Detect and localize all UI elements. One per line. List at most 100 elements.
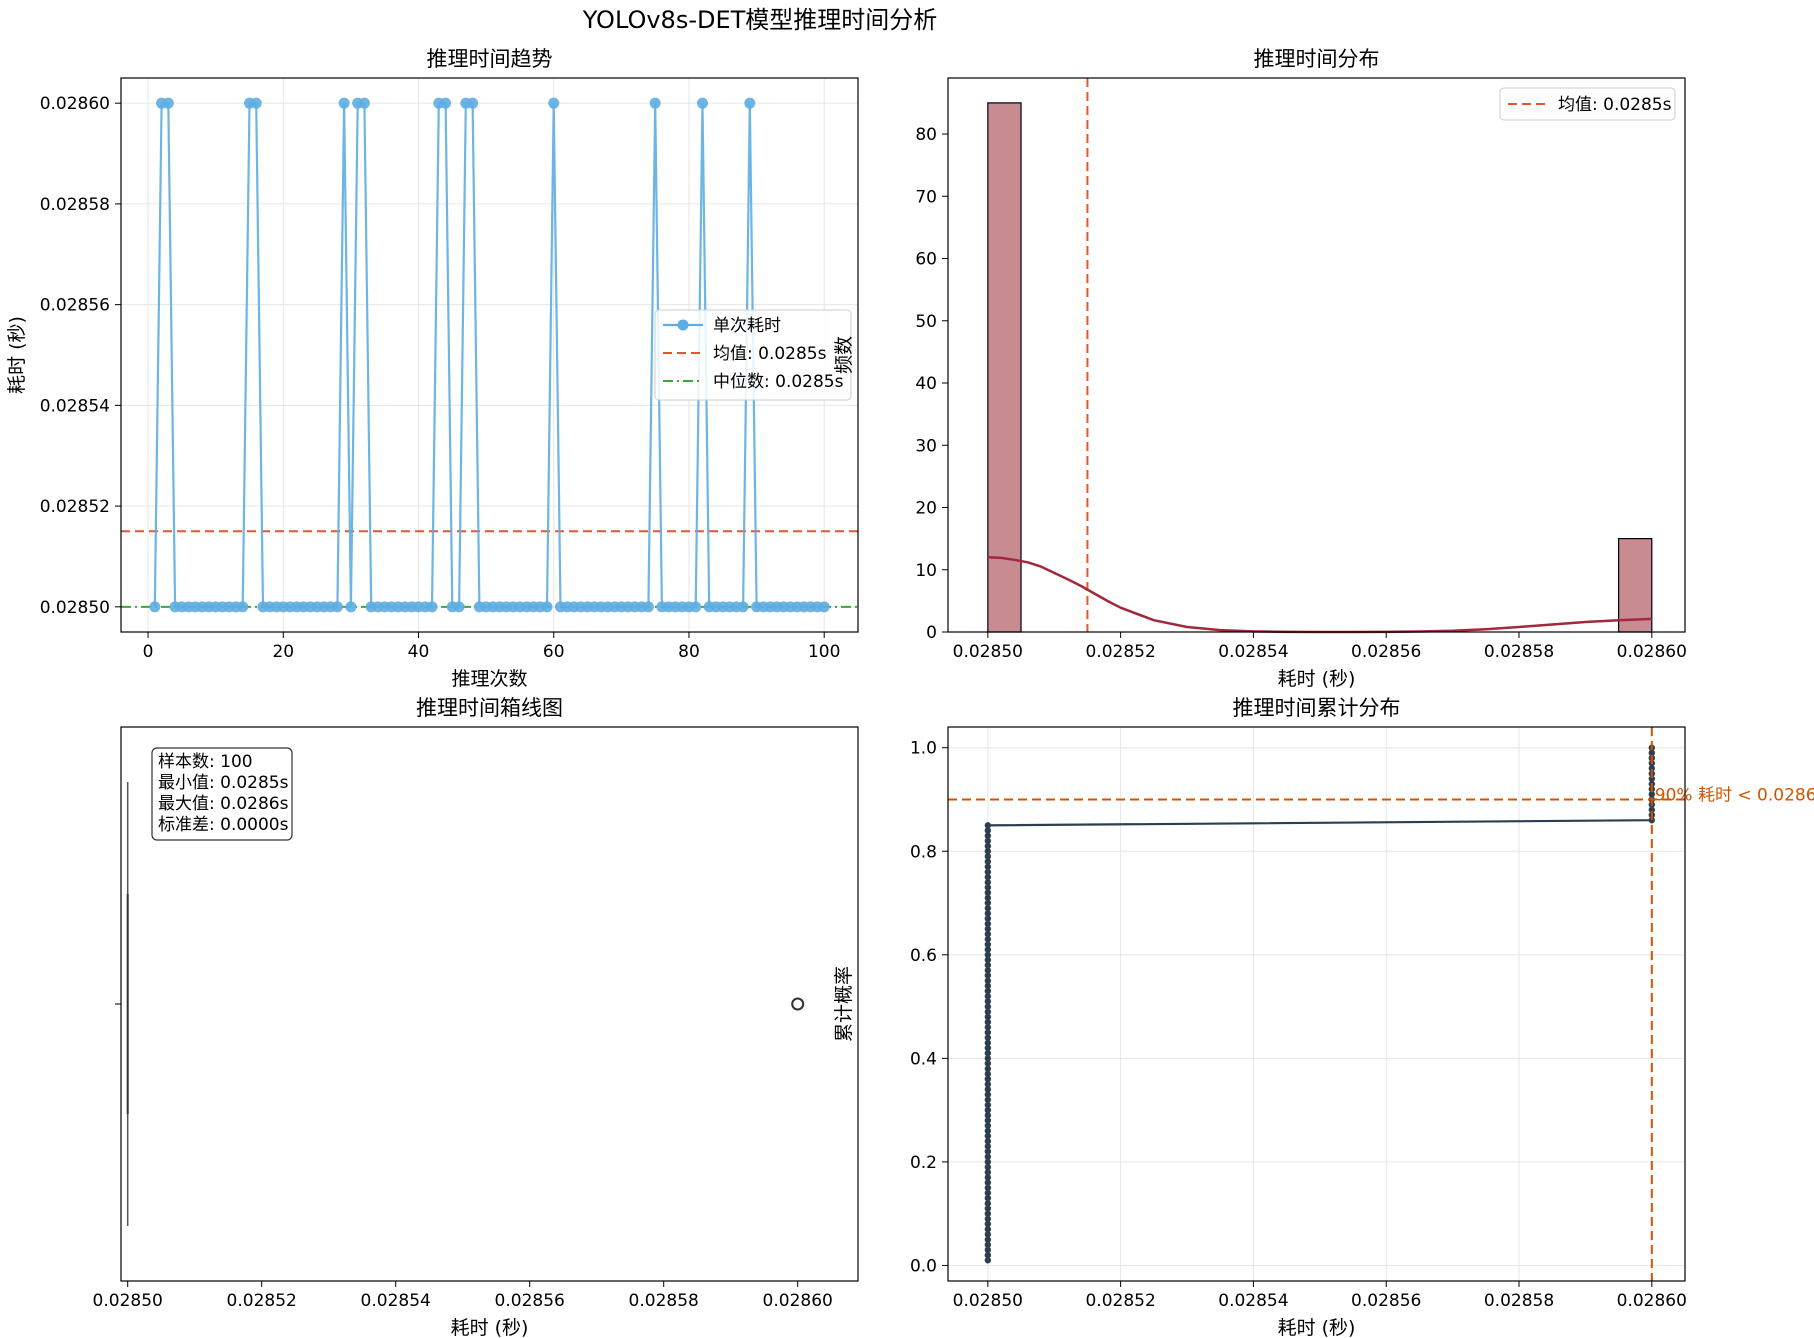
cdf-point	[984, 1060, 992, 1067]
cdf-point	[984, 1055, 992, 1062]
y-tick-label: 0.02858	[40, 195, 110, 215]
x-tick-label: 0.02860	[763, 1291, 833, 1311]
cdf-point	[984, 936, 992, 943]
y-axis-label: 累计概率	[833, 966, 855, 1042]
y-tick-label: 60	[915, 250, 937, 270]
cdf-point	[984, 822, 992, 829]
stats-line: 标准差: 0.0000s	[158, 815, 289, 835]
y-tick-label: 0	[926, 623, 937, 643]
cdf-point	[984, 967, 992, 974]
cdf-point	[984, 1112, 992, 1119]
y-tick-label: 0.02856	[40, 296, 110, 316]
cdf-point	[984, 1231, 992, 1238]
x-tick-label: 0.02858	[629, 1291, 699, 1311]
data-point	[690, 601, 702, 613]
cdf-point	[984, 956, 992, 964]
cdf-point	[984, 1251, 992, 1259]
y-axis-label: 频数	[833, 336, 855, 374]
x-tick-label: 0.02854	[361, 1291, 431, 1311]
data-point	[345, 601, 357, 613]
cdf-point	[984, 941, 992, 948]
cdf-point	[984, 884, 992, 891]
cdf-point	[1648, 816, 1656, 824]
cdf-line	[986, 747, 1653, 1261]
panel-boxplot: 0.02850 0.02852 0.02854 0.02856 0.02858 0.028…	[93, 696, 859, 1338]
y-tick-label: 30	[915, 436, 937, 456]
cdf-point	[984, 1081, 992, 1088]
y-tick-label: 20	[915, 499, 937, 519]
data-point	[818, 601, 830, 613]
cdf-point	[1648, 775, 1656, 782]
x-tick-label: 0.02854	[1218, 642, 1288, 662]
cdf-point	[984, 1148, 992, 1155]
cdf-point	[984, 1138, 992, 1145]
plot-frame	[947, 77, 1686, 633]
data-point	[426, 601, 438, 613]
data-point	[453, 601, 465, 613]
cdf-point	[984, 899, 992, 907]
y-tick-label: 40	[915, 374, 937, 394]
x-tick-label: 80	[678, 642, 700, 662]
cdf-point	[984, 1257, 992, 1264]
cdf-point	[984, 827, 992, 834]
cdf-point	[984, 1220, 992, 1228]
cdf-point	[984, 915, 992, 922]
legend-label: 均值: 0.0285s	[1558, 95, 1672, 115]
cdf-point	[984, 987, 992, 995]
data-point	[331, 601, 343, 613]
cdf-point	[984, 1246, 992, 1254]
plot-frame	[947, 726, 1686, 1282]
cdf-point	[984, 982, 992, 990]
cdf-point	[984, 1184, 992, 1192]
y-tick-label: 80	[915, 125, 937, 145]
cdf-point	[984, 998, 992, 1005]
figure-title: YOLOv8s-DET模型推理时间分析	[582, 6, 938, 34]
data-point	[642, 601, 654, 613]
stats-box	[151, 747, 293, 841]
cdf-point	[984, 1200, 992, 1207]
cdf-point	[984, 1091, 992, 1098]
legend-swatch-marker	[677, 319, 689, 331]
y-tick-label: 10	[915, 561, 937, 581]
cdf-point	[984, 853, 992, 860]
x-tick-label: 0	[143, 642, 154, 662]
legend-label: 单次耗时	[713, 316, 781, 336]
cdf-point	[984, 1158, 992, 1166]
cdf-point	[984, 873, 992, 881]
x-tick-label: 0.02858	[1484, 642, 1554, 662]
x-tick-label: 0.02852	[1085, 642, 1155, 662]
cdf-point	[984, 842, 992, 850]
data-point	[548, 97, 560, 109]
cdf-point	[984, 832, 992, 839]
x-axis-label: 推理次数	[451, 668, 527, 690]
cdf-point	[984, 910, 992, 917]
cdf-point	[984, 977, 992, 984]
stats-line: 最大值: 0.0286s	[158, 794, 289, 814]
outlier-point	[791, 997, 805, 1011]
y-tick-label: 50	[915, 312, 937, 332]
cdf-point	[984, 879, 992, 886]
legend-box	[1499, 87, 1676, 121]
y-tick-label: 70	[915, 187, 937, 207]
data-point	[237, 601, 249, 613]
cdf-point	[984, 1070, 992, 1078]
x-tick-label: 0.02856	[1351, 1291, 1421, 1311]
x-tick-label: 0.02850	[93, 1291, 163, 1311]
cdf-point	[984, 1132, 992, 1140]
cdf-point	[984, 1003, 992, 1010]
data-point	[358, 97, 370, 109]
cdf-point	[984, 961, 992, 969]
y-tick-label: 1.0	[910, 739, 937, 759]
x-tick-label: 0.02852	[227, 1291, 297, 1311]
cdf-point	[984, 1044, 992, 1052]
cdf-point	[984, 1049, 992, 1057]
cdf-point	[984, 1241, 992, 1248]
x-tick-label: 60	[543, 642, 565, 662]
cdf-point	[984, 848, 992, 855]
cdf-point	[984, 1075, 992, 1083]
y-tick-label: 0.8	[910, 842, 937, 862]
cdf-point	[984, 1163, 992, 1171]
x-tick-label: 0.02856	[495, 1291, 565, 1311]
panel-histogram: 0.02850 0.02852 0.02854 0.02856 0.02858 0.028…	[833, 47, 1687, 690]
cdf-point	[984, 1013, 992, 1021]
